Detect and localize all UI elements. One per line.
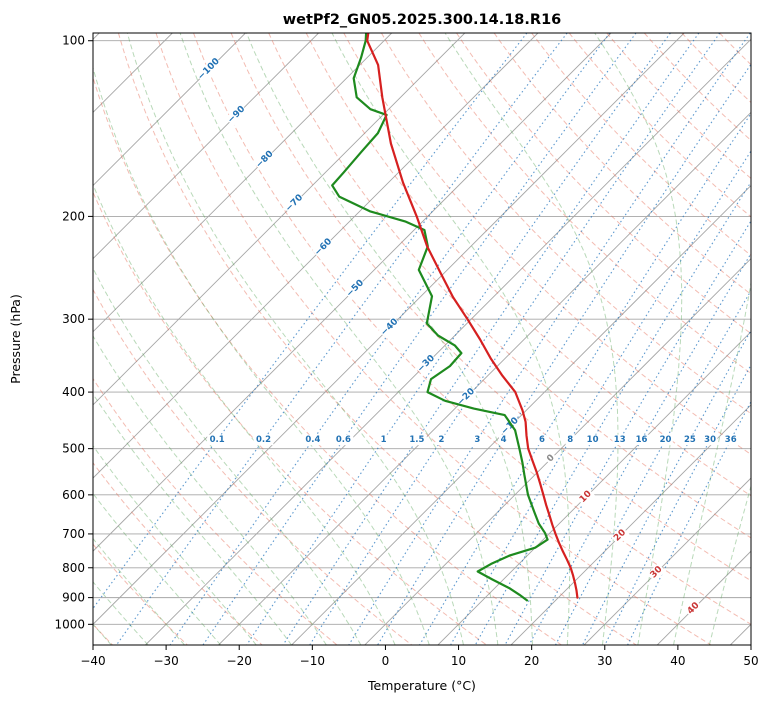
- line-label: 10: [585, 434, 600, 446]
- svg-text:0.1: 0.1: [210, 435, 225, 445]
- isotherm-lines: [93, 33, 751, 645]
- x-tick-label: 50: [743, 654, 758, 668]
- svg-text:6: 6: [539, 435, 545, 445]
- svg-text:0.6: 0.6: [336, 435, 351, 445]
- y-tick-label: 200: [62, 209, 85, 223]
- svg-text:13: 13: [614, 435, 626, 445]
- line-label: 25: [682, 434, 698, 446]
- y-tick-label: 700: [62, 527, 85, 541]
- temperature-curve: [366, 33, 579, 599]
- mixing-ratio-lines: [93, 33, 751, 645]
- svg-text:10: 10: [587, 435, 599, 445]
- svg-text:1: 1: [381, 435, 387, 445]
- x-tick-label: 10: [451, 654, 466, 668]
- x-tick-label: 40: [670, 654, 685, 668]
- line-label: 2: [436, 434, 447, 446]
- x-tick-label: 30: [597, 654, 612, 668]
- svg-text:3: 3: [474, 435, 480, 445]
- line-label: 0.6: [333, 434, 354, 446]
- svg-text:20: 20: [660, 435, 672, 445]
- profiles: [331, 33, 579, 602]
- y-axis-label: Pressure (hPa): [8, 294, 23, 384]
- svg-text:36: 36: [725, 435, 737, 445]
- plot-background: −100−90−80−70−60−50−40−30−20−10010203040…: [93, 33, 751, 645]
- svg-text:0: 0: [545, 453, 557, 465]
- svg-text:0.4: 0.4: [305, 435, 320, 445]
- svg-text:8: 8: [567, 435, 573, 445]
- line-label: 3: [472, 434, 482, 446]
- line-label: 0.1: [207, 434, 228, 446]
- line-label: 0: [543, 451, 559, 466]
- line-label: 8: [565, 434, 575, 446]
- chart-title: wetPf2_GN05.2025.300.14.18.R16: [283, 12, 562, 28]
- y-tick-label: 300: [62, 312, 85, 326]
- x-tick-label: −40: [80, 654, 105, 668]
- line-label: 0.4: [302, 434, 323, 446]
- svg-text:16: 16: [636, 435, 648, 445]
- line-label: 30: [702, 434, 718, 446]
- y-tick-label: 800: [62, 561, 85, 575]
- axes: −40 −30 −20 −10 0 10 20 30 40 5010020030040050060…: [54, 32, 759, 668]
- line-label: 0.2: [253, 434, 274, 446]
- x-tick-label: −10: [300, 654, 325, 668]
- x-axis-label: Temperature (°C): [367, 678, 476, 693]
- x-tick-label: −20: [227, 654, 252, 668]
- svg-text:4: 4: [501, 435, 507, 445]
- line-label: 16: [634, 434, 649, 446]
- y-tick-label: 500: [62, 442, 85, 456]
- dry-adiabats: [93, 33, 751, 645]
- line-label: 1: [378, 434, 389, 446]
- svg-text:1.5: 1.5: [409, 435, 424, 445]
- x-tick-label: −30: [153, 654, 178, 668]
- line-label: 20: [658, 434, 673, 446]
- svg-text:0.2: 0.2: [256, 435, 271, 445]
- y-tick-label: 600: [62, 488, 85, 502]
- y-tick-label: 900: [62, 591, 85, 605]
- dewpoint-curve: [331, 33, 549, 602]
- line-label: 1.5: [406, 434, 427, 446]
- svg-text:25: 25: [684, 435, 696, 445]
- y-tick-label: 100: [62, 34, 85, 48]
- x-tick-label: 20: [524, 654, 539, 668]
- x-tick-label: 0: [382, 654, 390, 668]
- svg-text:−100: −100: [196, 57, 222, 83]
- y-tick-label: 400: [62, 385, 85, 399]
- line-label: 36: [723, 434, 738, 446]
- line-label: 6: [537, 434, 547, 446]
- line-label: 13: [612, 434, 627, 446]
- svg-text:2: 2: [439, 435, 445, 445]
- line-label: −100: [195, 56, 223, 83]
- line-label: 4: [498, 434, 509, 446]
- y-tick-label: 1000: [54, 617, 85, 631]
- pressure-gridlines: [93, 40, 751, 625]
- svg-text:30: 30: [704, 435, 716, 445]
